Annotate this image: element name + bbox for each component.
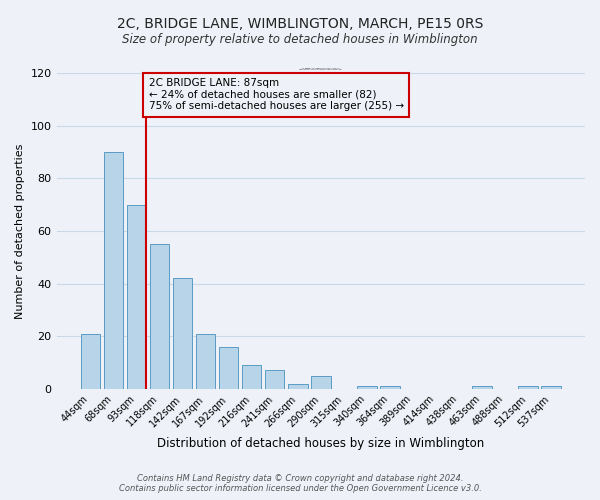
Bar xyxy=(149,244,169,389)
Text: 2C BRIDGE LANE: 87sqm
← 24% of detached houses are smaller (82)
75% of semi-deta: 2C BRIDGE LANE: 87sqm ← 24% of detached … xyxy=(149,78,404,112)
Bar xyxy=(196,334,215,389)
Bar xyxy=(219,347,238,389)
Bar xyxy=(541,386,561,389)
Bar xyxy=(80,334,100,389)
Bar xyxy=(288,384,308,389)
Y-axis label: Number of detached properties: Number of detached properties xyxy=(15,144,25,318)
Bar xyxy=(311,376,331,389)
Title: 2C, BRIDGE LANE, WIMBLINGTON, MARCH, PE15 0RS
Size of property relative to detac: 2C, BRIDGE LANE, WIMBLINGTON, MARCH, PE1… xyxy=(299,68,342,70)
Text: Size of property relative to detached houses in Wimblington: Size of property relative to detached ho… xyxy=(122,32,478,46)
Bar xyxy=(472,386,492,389)
Text: 2C, BRIDGE LANE, WIMBLINGTON, MARCH, PE15 0RS: 2C, BRIDGE LANE, WIMBLINGTON, MARCH, PE1… xyxy=(117,18,483,32)
Bar xyxy=(127,204,146,389)
Bar xyxy=(518,386,538,389)
Bar xyxy=(173,278,193,389)
Bar xyxy=(104,152,123,389)
Bar xyxy=(380,386,400,389)
Bar xyxy=(357,386,377,389)
X-axis label: Distribution of detached houses by size in Wimblington: Distribution of detached houses by size … xyxy=(157,437,484,450)
Bar xyxy=(242,365,262,389)
Bar xyxy=(265,370,284,389)
Text: Contains HM Land Registry data © Crown copyright and database right 2024.
Contai: Contains HM Land Registry data © Crown c… xyxy=(119,474,481,493)
